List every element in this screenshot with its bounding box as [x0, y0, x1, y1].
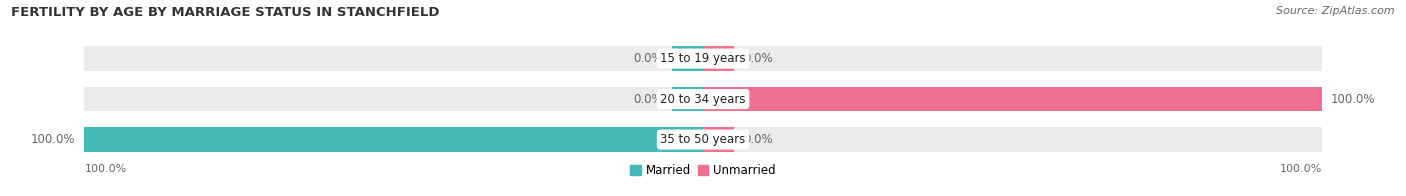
- Bar: [672, 46, 703, 71]
- Text: 35 to 50 years: 35 to 50 years: [661, 133, 745, 146]
- Text: 0.0%: 0.0%: [744, 133, 773, 146]
- Text: 0.0%: 0.0%: [633, 52, 662, 65]
- Legend: Married, Unmarried: Married, Unmarried: [626, 159, 780, 182]
- Bar: [84, 46, 1322, 71]
- Text: 100.0%: 100.0%: [31, 133, 75, 146]
- Text: 0.0%: 0.0%: [744, 52, 773, 65]
- Text: 100.0%: 100.0%: [84, 163, 127, 174]
- Bar: [703, 87, 1322, 112]
- Bar: [84, 87, 1322, 112]
- Bar: [84, 127, 703, 152]
- Text: 100.0%: 100.0%: [1279, 163, 1322, 174]
- Bar: [703, 46, 734, 71]
- Text: 100.0%: 100.0%: [1331, 93, 1375, 106]
- Text: 0.0%: 0.0%: [633, 93, 662, 106]
- Bar: [84, 127, 1322, 152]
- Text: Source: ZipAtlas.com: Source: ZipAtlas.com: [1277, 6, 1395, 16]
- Text: 15 to 19 years: 15 to 19 years: [661, 52, 745, 65]
- Text: FERTILITY BY AGE BY MARRIAGE STATUS IN STANCHFIELD: FERTILITY BY AGE BY MARRIAGE STATUS IN S…: [11, 6, 440, 19]
- Bar: [672, 87, 703, 112]
- Bar: [703, 127, 734, 152]
- Text: 20 to 34 years: 20 to 34 years: [661, 93, 745, 106]
